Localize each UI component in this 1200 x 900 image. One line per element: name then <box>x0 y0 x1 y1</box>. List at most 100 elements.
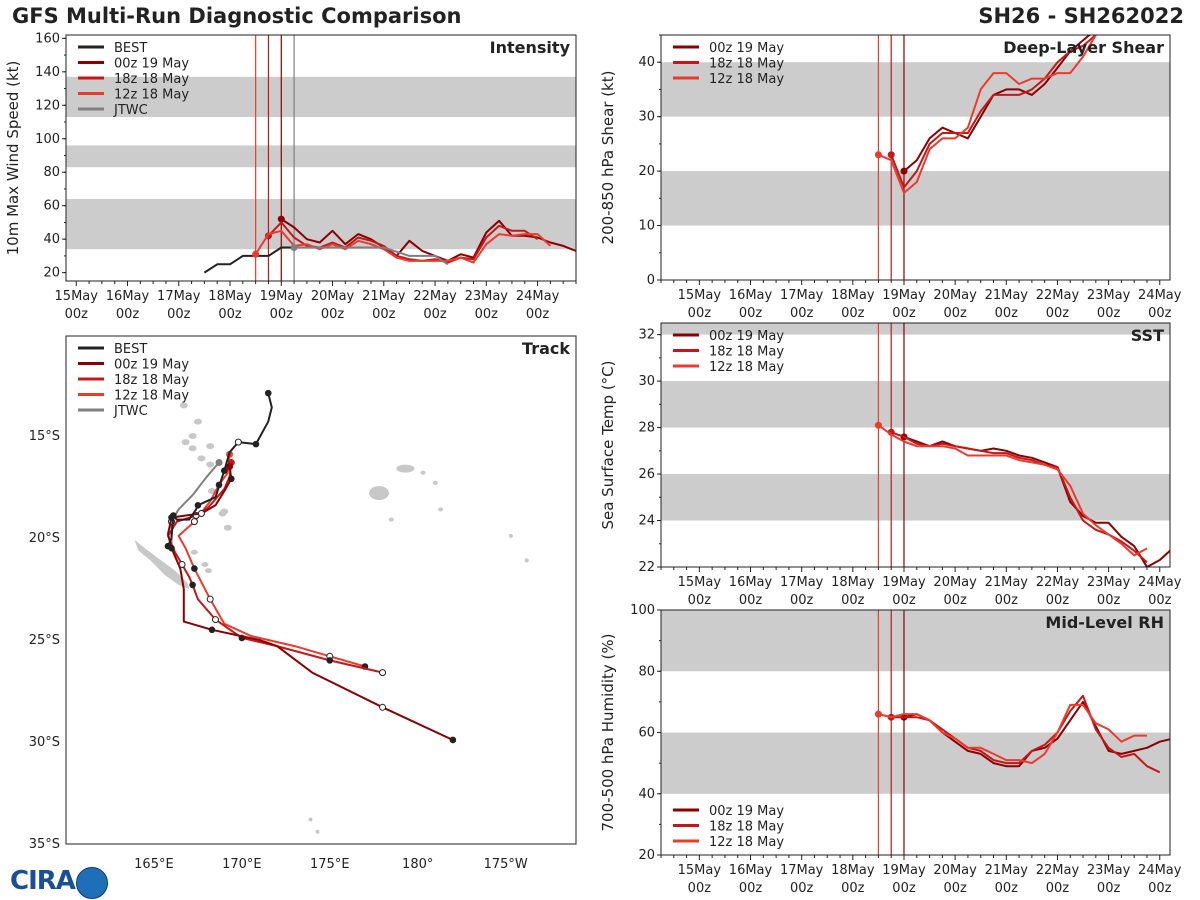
track-point-open-run00z <box>197 509 205 517</box>
vanuatu-island <box>220 508 229 515</box>
sst-xtick-label-date: 20May <box>933 575 977 590</box>
rh-xtick-label-date: 20May <box>933 863 977 878</box>
sst-series-run00z <box>903 435 1170 567</box>
intensity-series-run00z <box>280 218 576 262</box>
shear-xtick-label-date: 20May <box>933 288 977 303</box>
sst-xtick-label-date: 21May <box>985 575 1029 590</box>
shear-series-group <box>874 35 1097 194</box>
rh-y-axis-label: 700-500 hPa Humidity (%) <box>599 633 617 831</box>
rh-ytick-label: 20 <box>638 848 655 863</box>
track-point-open-run00z <box>379 703 387 711</box>
shear-xtick-label-hour: 00z <box>1046 306 1070 321</box>
intensity-panel-title: Intensity <box>490 38 571 57</box>
shear-xtick-label-hour: 00z <box>995 306 1019 321</box>
rh-xtick-label-hour: 00z <box>892 881 916 896</box>
shear-xtick-label-date: 19May <box>882 288 926 303</box>
track-start-marker-run00z <box>226 463 234 471</box>
intensity-ytick-label: 80 <box>43 165 60 180</box>
shear-start-marker-run18z <box>887 151 895 159</box>
intensity-y-axis-label: 10m Max Wind Speed (kt) <box>4 61 22 256</box>
intensity-ytick-label: 40 <box>43 232 60 247</box>
intensity-ytick-label: 60 <box>43 199 60 214</box>
shear-ytick-label: 20 <box>638 164 655 179</box>
track-ytick-label: 20°S <box>29 531 60 546</box>
sst-xtick-label-date: 22May <box>1036 575 1080 590</box>
vanuatu-island <box>193 418 202 425</box>
rh-xtick-label-hour: 00z <box>1097 881 1121 896</box>
sst-xtick-label-hour: 00z <box>943 593 967 608</box>
rh-xtick-label-date: 24May <box>1138 863 1182 878</box>
rh-series-run12z <box>878 703 1147 765</box>
shear-xtick-label-date: 21May <box>985 288 1029 303</box>
intensity-xtick-label-hour: 00z <box>475 307 499 322</box>
rh-xtick-label-hour: 00z <box>739 881 763 896</box>
rh-xtick-label-date: 23May <box>1087 863 1131 878</box>
intensity-ytick-label: 20 <box>43 266 60 281</box>
track-start-marker-jtwc <box>215 458 223 466</box>
shear-ytick-label: 0 <box>647 273 655 288</box>
fiji-vanua-levu-land <box>396 464 415 473</box>
shear-xtick-label-hour: 00z <box>739 306 763 321</box>
sst-xtick-label-hour: 00z <box>1046 593 1070 608</box>
track-line-jtwc <box>170 461 220 545</box>
sst-xtick-label-date: 24May <box>1138 575 1182 590</box>
track-ytick-label: 15°S <box>29 429 60 444</box>
shear-xtick-label-date: 17May <box>780 288 824 303</box>
sst-xtick-label-hour: 00z <box>841 593 865 608</box>
shear-y-axis-label: 200-850 hPa Shear (kt) <box>599 71 617 245</box>
intensity-legend-label-run12z: 12z 18 May <box>114 88 189 103</box>
shear-xtick-label-hour: 00z <box>1097 306 1121 321</box>
track-ytick-label: 30°S <box>29 735 60 750</box>
intensity-xtick-label-date: 22May <box>413 289 457 304</box>
vanuatu-island <box>197 455 206 462</box>
shear-ytick-label: 30 <box>638 110 655 125</box>
track-panel-title: Track <box>522 339 570 358</box>
shear-series-run12z <box>878 35 1097 194</box>
intensity-xtick-label-hour: 00z <box>526 307 550 322</box>
sst-ytick-label: 30 <box>638 374 655 389</box>
rh-xtick-label-hour: 00z <box>688 881 712 896</box>
sst-ytick-label: 26 <box>638 467 655 482</box>
rh-panel-title: Mid-Level RH <box>1045 613 1164 632</box>
shear-xtick-label-hour: 00z <box>841 306 865 321</box>
intensity-series-run12z <box>254 229 552 264</box>
intensity-xtick-label-date: 15May <box>55 289 99 304</box>
sst-xtick-label-date: 19May <box>882 575 926 590</box>
sst-axes-frame <box>660 322 1171 568</box>
rh-xtick-label-hour: 00z <box>1046 881 1070 896</box>
track-panel: 165°E 170°E 175°E 180° 175°W 15°S 20°S 25°S 30°S… <box>29 335 577 872</box>
rh-series-group <box>874 694 1170 774</box>
shear-xtick-label-date: 16May <box>729 288 773 303</box>
intensity-series-group <box>203 215 576 274</box>
track-line-run12z <box>177 454 366 668</box>
sst-xtick-label-date: 17May <box>780 575 824 590</box>
track-ytick-label: 35°S <box>29 837 60 852</box>
track-point-open-best <box>234 438 242 446</box>
shear-axes-frame <box>660 34 1171 281</box>
track-point-open-run18z <box>211 616 219 624</box>
track-axes-frame <box>65 335 577 845</box>
intensity-band-1 <box>66 145 576 168</box>
track-point-open-run12z <box>206 595 214 603</box>
new-caledonia-land <box>134 540 190 589</box>
fiji-small-island <box>438 507 444 512</box>
shear-ytick-label: 10 <box>638 219 655 234</box>
shear-xtick-label-date: 18May <box>831 288 875 303</box>
sst-xtick-label-hour: 00z <box>790 593 814 608</box>
sst-series-group <box>874 421 1170 567</box>
sst-start-marker-run12z <box>874 421 882 429</box>
rh-band-1 <box>661 610 1170 672</box>
sst-panel-title: SST <box>1131 326 1164 345</box>
track-ytick-label: 25°S <box>29 633 60 648</box>
rh-xtick-label-date: 21May <box>985 863 1029 878</box>
intensity-legend-label-best: BEST <box>114 41 147 56</box>
sst-xtick-label-date: 18May <box>831 575 875 590</box>
sst-band-0 <box>661 474 1170 521</box>
storm-id-title: SH26 - SH262022 <box>978 4 1184 28</box>
sst-legend-label-run00z: 00z 19 May <box>709 329 784 344</box>
rh-xtick-label-hour: 00z <box>841 881 865 896</box>
